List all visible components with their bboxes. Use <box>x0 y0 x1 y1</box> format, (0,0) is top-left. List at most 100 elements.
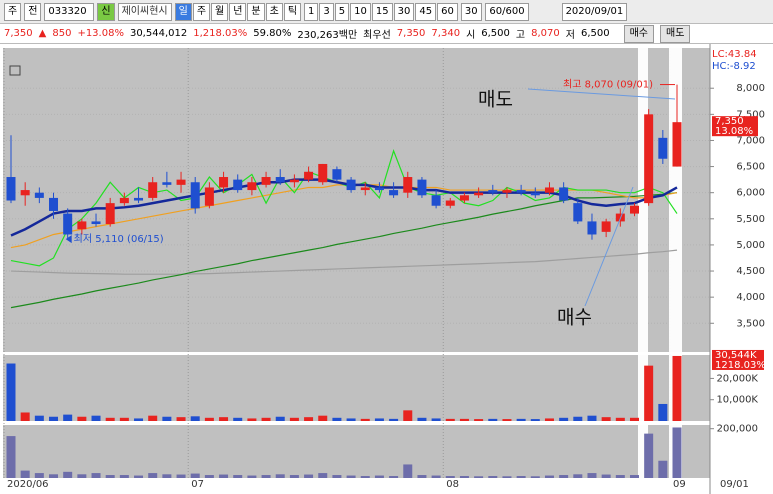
candle-body <box>77 221 87 230</box>
minute-button[interactable]: 5 <box>334 2 350 21</box>
amount: 230,263백만 <box>297 30 358 41</box>
annotation-arrow <box>527 88 676 100</box>
bar <box>49 474 59 478</box>
bar <box>162 474 172 478</box>
minute-button[interactable]: 15 <box>371 2 393 21</box>
last-volume-label: 30,544K <box>715 350 757 361</box>
candle-body <box>445 200 455 206</box>
bar <box>615 417 625 421</box>
bar <box>134 418 144 421</box>
bar <box>204 475 214 478</box>
bar <box>176 417 186 421</box>
arrow: ▲ <box>38 28 47 39</box>
candle-body <box>134 197 144 201</box>
low-label: 저 <box>565 30 575 41</box>
date[interactable]: 2020/09/01 <box>561 2 628 21</box>
annotation: 매도 <box>478 89 513 111</box>
market[interactable]: 주 <box>4 2 22 21</box>
candle-body <box>346 179 356 191</box>
bar <box>658 460 668 478</box>
annotation: 최고 8,070 (09/01) <box>563 79 653 91</box>
minute-button[interactable]: 1 <box>304 2 319 21</box>
candle-body <box>261 177 271 185</box>
candle-body <box>474 192 484 196</box>
candle-body <box>63 213 73 235</box>
sell-button[interactable]: 매도 <box>660 24 691 43</box>
bar <box>615 475 625 478</box>
period-button[interactable]: 초 <box>265 2 283 21</box>
candle-body <box>644 114 654 204</box>
bar <box>20 470 30 478</box>
period-button[interactable]: 월 <box>211 2 229 21</box>
scope[interactable]: 전 <box>24 2 42 21</box>
annotation-arrow <box>584 186 634 307</box>
bar <box>63 471 73 478</box>
volume-panel <box>3 355 710 421</box>
code-input[interactable]: 033320 <box>44 2 95 21</box>
bar <box>445 476 455 478</box>
bar <box>304 474 314 478</box>
candle-body <box>289 179 299 183</box>
tag: 신 <box>97 2 115 21</box>
period-button[interactable]: 주 <box>192 2 211 21</box>
bar <box>6 363 16 421</box>
bar <box>63 414 73 421</box>
change-pct: +13.08% <box>77 28 124 39</box>
bar <box>247 475 257 478</box>
bar <box>119 417 129 421</box>
bar <box>516 476 526 478</box>
bar <box>204 417 214 421</box>
y-tick-label: 7,000 <box>736 135 765 146</box>
candle-body <box>275 177 285 183</box>
bar <box>629 475 639 478</box>
period-button[interactable]: 틱 <box>283 2 302 21</box>
interval[interactable]: 30 <box>460 2 482 21</box>
bar <box>190 473 200 478</box>
candle-body <box>672 122 682 167</box>
candle-body <box>573 203 583 222</box>
bar <box>403 464 413 478</box>
candle-body <box>105 203 115 225</box>
period-button[interactable]: 일 <box>174 2 192 21</box>
minute-button[interactable]: 3 <box>319 2 334 21</box>
last-price-label: 7,350 <box>715 116 744 127</box>
candle-body <box>417 179 427 196</box>
bar <box>389 476 399 478</box>
bar <box>644 433 654 478</box>
y-tick-label: 200,000 <box>717 424 758 435</box>
bar <box>629 417 639 421</box>
bar <box>20 412 30 421</box>
minute-button[interactable]: 45 <box>415 2 437 21</box>
price-panel <box>3 48 710 352</box>
bar <box>374 475 384 478</box>
candle-body <box>629 205 639 214</box>
ask: 7,350 <box>396 28 426 39</box>
bar <box>459 476 469 478</box>
count[interactable]: 60/600 <box>484 2 529 21</box>
bar <box>91 473 101 478</box>
bar <box>275 416 285 421</box>
bar <box>360 418 370 421</box>
y-tick-label: 8,000 <box>736 83 765 94</box>
candle-body <box>658 137 668 159</box>
period-button[interactable]: 분 <box>247 2 265 21</box>
candle-body <box>304 171 314 180</box>
bar <box>403 410 413 421</box>
bar <box>573 416 583 421</box>
minute-button[interactable]: 30 <box>393 2 415 21</box>
chart: 8,000 7,500 7,000 6,500 6,000 5,500 5,000 4,500… <box>0 44 773 494</box>
bar <box>431 418 441 421</box>
low: 6,500 <box>580 28 610 39</box>
highlight-column <box>638 48 648 478</box>
bar <box>318 415 328 421</box>
bar <box>544 475 554 478</box>
buy-button[interactable]: 매수 <box>623 24 654 43</box>
bar <box>332 417 342 421</box>
turnover: 59.80% <box>253 28 292 39</box>
indicator-panel <box>3 425 710 478</box>
minute-button[interactable]: 10 <box>350 2 371 21</box>
period-button[interactable]: 년 <box>229 2 247 21</box>
minute-button[interactable]: 60 <box>437 2 458 21</box>
candle-body <box>219 177 229 188</box>
